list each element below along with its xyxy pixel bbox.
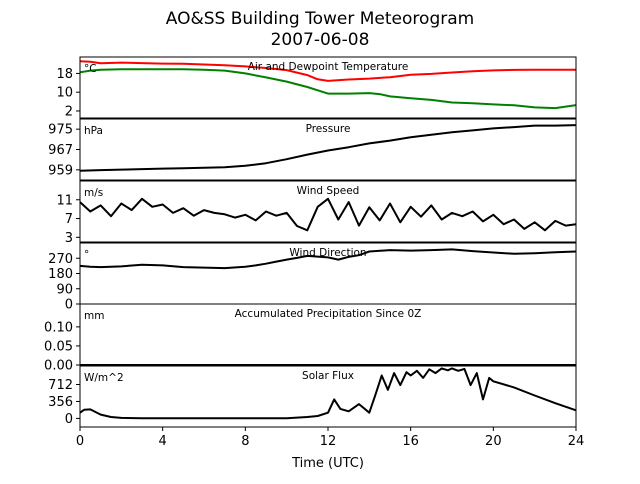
y-tick-label-solar: 712 — [48, 378, 73, 393]
y-tick-label-temp: 10 — [56, 86, 73, 101]
x-tick-label: 4 — [159, 434, 167, 449]
y-tick-label-temp: 18 — [56, 67, 73, 82]
y-tick-label-pres: 975 — [48, 123, 73, 138]
y-tick-label-wdir: 180 — [48, 267, 73, 282]
y-tick-label-precip: 0.00 — [44, 359, 73, 374]
y-tick-label-pres: 967 — [48, 143, 73, 158]
y-tick-label-wdir: 270 — [48, 252, 73, 267]
y-tick-label-wdir: 90 — [56, 282, 73, 297]
panel-title-precip: Accumulated Precipitation Since 0Z — [235, 308, 422, 320]
panel-precip: 0.00 0.05 0.10 Accumulated Precipitation Si… — [44, 303, 577, 374]
y-tick-label-precip: 0.10 — [44, 320, 73, 335]
panel-unit-pres: hPa — [84, 125, 103, 137]
series-dewpoint — [79, 68, 577, 110]
x-tick-label: 20 — [485, 434, 502, 449]
y-tick-label-pres: 959 — [48, 163, 73, 178]
y-tick-label-precip: 0.05 — [44, 339, 73, 354]
y-tick-label-wspd: 11 — [56, 193, 73, 208]
x-tick-label: 12 — [320, 434, 337, 449]
series-wind_speed — [79, 197, 577, 232]
series-wind_direction — [79, 248, 577, 270]
panel-title-temp: Air and Dewpoint Temperature — [248, 61, 409, 73]
series-solar_flux — [79, 367, 577, 420]
chart-title-line2: 2007-06-08 — [271, 30, 370, 50]
panel-title-pres: Pressure — [306, 123, 351, 135]
x-axis-label: Time (UTC) — [291, 456, 364, 471]
y-tick-label-wspd: 7 — [65, 212, 73, 227]
x-tick-label: 24 — [568, 434, 585, 449]
panel-pres: 959 967 975 Pressure hPa — [48, 118, 577, 181]
y-tick-label-solar: 356 — [48, 395, 73, 410]
panel-temp: 2 10 18 Air and Dewpoint Temperature °C — [56, 56, 577, 119]
panel-unit-solar: W/m^2 — [84, 372, 124, 384]
y-tick-label-wspd: 3 — [65, 231, 73, 246]
panel-title-wspd: Wind Speed — [297, 185, 360, 197]
panels: 2 10 18 Air and Dewpoint Temperature °C 959 96… — [44, 56, 585, 449]
panel-title-solar: Solar Flux — [302, 370, 354, 382]
series-pressure — [79, 124, 577, 172]
series-temperature — [79, 60, 576, 82]
panel-frame-temp — [79, 56, 577, 119]
panel-unit-precip: mm — [84, 310, 104, 322]
panel-solar: 0 356 712 Solar Flux W/m^2 — [48, 365, 577, 428]
panel-wspd: 3 7 11 Wind Speed m/s — [56, 180, 577, 246]
panel-unit-wdir: ° — [84, 249, 89, 261]
y-tick-label-solar: 0 — [65, 412, 73, 427]
y-tick-label-temp: 2 — [65, 104, 73, 119]
panel-frame-precip — [79, 303, 577, 366]
x-tick-label: 8 — [241, 434, 249, 449]
chart-title-line1: AO&SS Building Tower Meteorogram — [166, 9, 474, 29]
x-tick-label: 0 — [76, 434, 84, 449]
panel-frame-wspd — [79, 180, 577, 243]
panel-unit-temp: °C — [84, 63, 97, 75]
panel-title-wdir: Wind Direction — [289, 247, 366, 259]
x-tick-label: 16 — [402, 434, 419, 449]
y-tick-label-wdir: 0 — [65, 298, 73, 313]
panel-unit-wspd: m/s — [84, 187, 103, 199]
